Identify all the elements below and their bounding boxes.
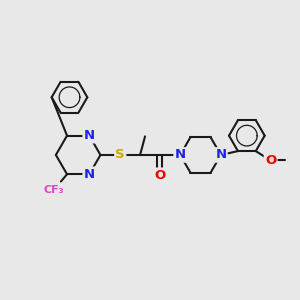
Text: N: N <box>84 168 95 181</box>
Text: N: N <box>84 129 95 142</box>
Text: N: N <box>175 148 186 161</box>
Text: O: O <box>154 169 166 182</box>
Text: N: N <box>215 148 226 161</box>
Text: O: O <box>265 154 276 167</box>
Text: CF₃: CF₃ <box>43 185 64 195</box>
Text: S: S <box>116 148 125 161</box>
